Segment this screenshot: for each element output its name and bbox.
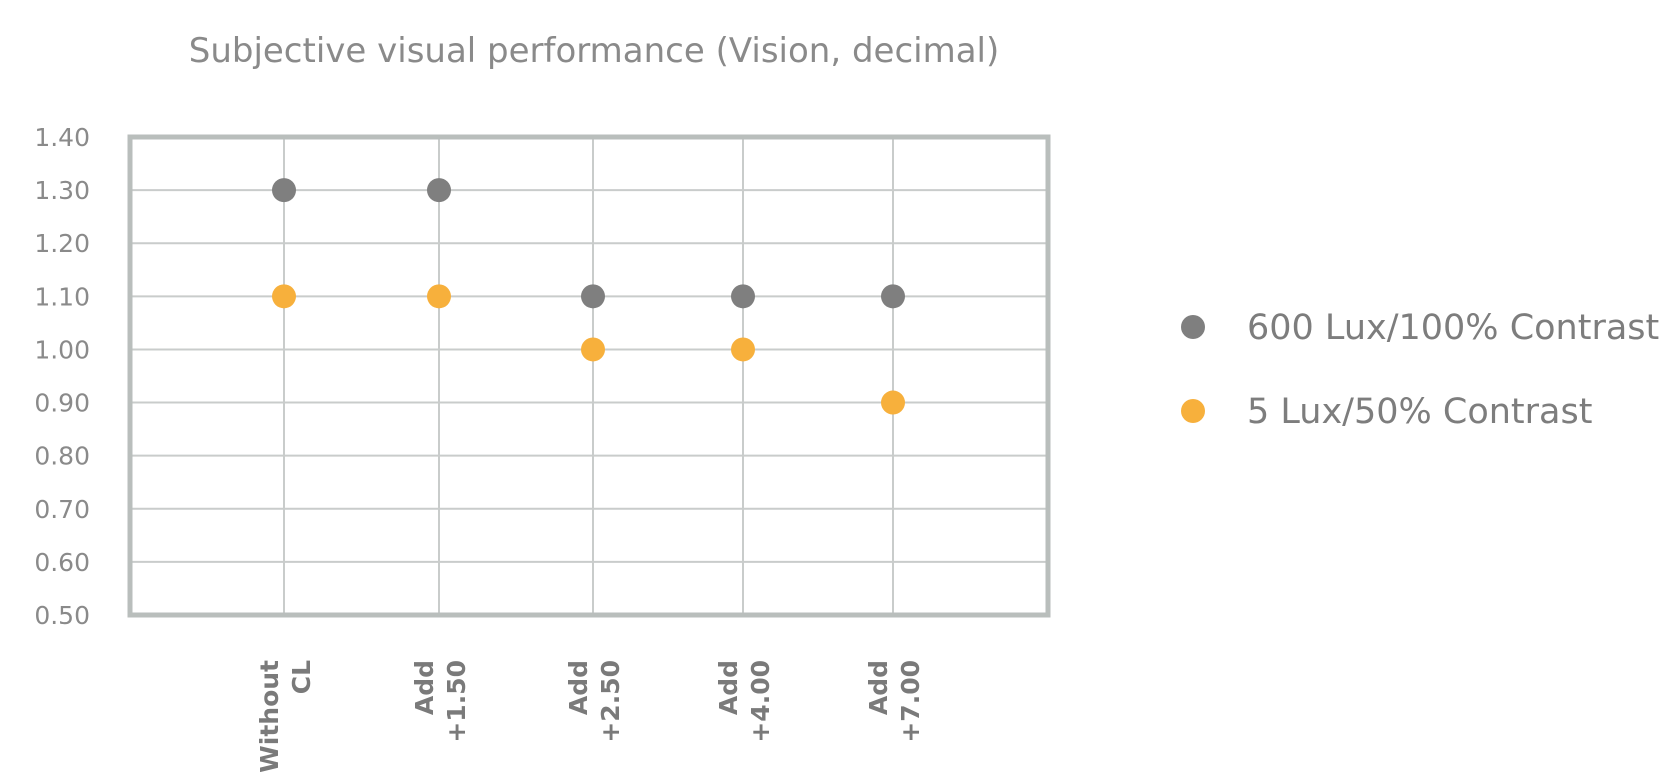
- x-tick-label-line: +7.00: [896, 660, 925, 743]
- legend-marker: [1181, 399, 1205, 423]
- gridlines: [130, 137, 1048, 615]
- data-point-series-2: [581, 337, 605, 362]
- data-points: [272, 178, 905, 415]
- legend-label: 5 Lux/50% Contrast: [1247, 392, 1592, 432]
- x-tick-label: Without CL: [255, 660, 316, 772]
- data-point-series-1: [881, 284, 905, 309]
- x-tick-label: Add +2.50: [564, 660, 625, 743]
- legend: 600 Lux/100% Contrast 5 Lux/50% Contrast: [1181, 308, 1659, 432]
- x-tick-label: Add +4.00: [714, 660, 775, 743]
- x-tick-label: Add +1.50: [410, 660, 471, 743]
- x-tick-label-line: Add: [714, 660, 743, 715]
- y-tick-label: 1.00: [34, 335, 90, 364]
- data-point-series-2: [881, 390, 905, 415]
- y-axis-tick-labels: 0.50 0.60 0.70 0.80 0.90 1.00 1.10 1.20 1.30 1.40: [34, 123, 90, 630]
- data-point-series-1: [581, 284, 605, 309]
- y-tick-label: 1.10: [34, 282, 90, 311]
- x-tick-label-line: CL: [287, 660, 316, 694]
- x-tick-label-line: Add: [410, 660, 439, 715]
- x-tick-label-line: Add: [564, 660, 593, 715]
- data-point-series-2: [272, 284, 296, 309]
- data-point-series-2: [731, 337, 755, 362]
- x-tick-label-line: +4.00: [746, 660, 775, 743]
- chart-title: Subjective visual performance (Vision, d…: [189, 31, 1000, 71]
- plot-frame: [127, 134, 1051, 618]
- x-tick-label-line: +1.50: [442, 660, 471, 743]
- y-tick-label: 0.50: [34, 601, 90, 630]
- data-point-series-1: [731, 284, 755, 309]
- y-tick-label: 0.60: [34, 548, 90, 577]
- data-point-series-1: [427, 178, 451, 203]
- y-tick-label: 0.70: [34, 495, 90, 524]
- x-tick-label-line: Add: [864, 660, 893, 715]
- x-tick-label: Add +7.00: [864, 660, 925, 743]
- y-tick-label: 1.40: [34, 123, 90, 152]
- legend-label: 600 Lux/100% Contrast: [1247, 308, 1659, 348]
- legend-marker: [1181, 315, 1205, 339]
- data-point-series-2: [427, 284, 451, 309]
- x-axis-tick-labels: Without CL Add +1.50 Add +2.50 Add +4.00 Add +7.0…: [255, 660, 925, 772]
- x-tick-label-line: +2.50: [596, 660, 625, 743]
- data-point-series-1: [272, 178, 296, 203]
- y-tick-label: 0.80: [34, 442, 90, 471]
- y-tick-label: 0.90: [34, 389, 90, 418]
- y-tick-label: 1.20: [34, 229, 90, 258]
- x-tick-label-line: Without: [255, 660, 284, 772]
- y-tick-label: 1.30: [34, 176, 90, 205]
